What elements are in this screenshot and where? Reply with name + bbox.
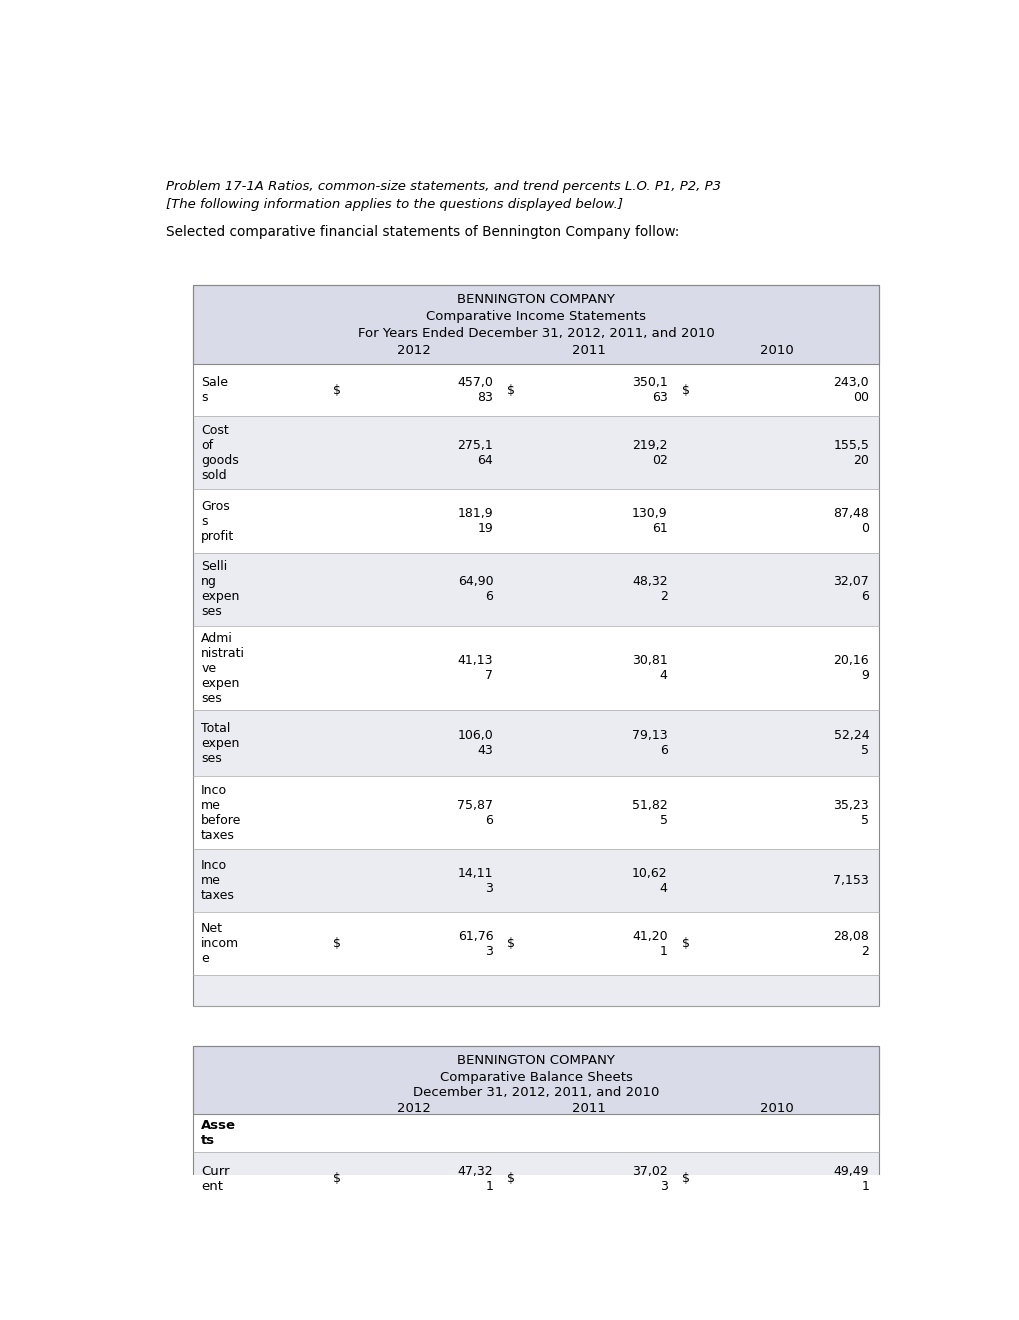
Text: 2011: 2011	[571, 1102, 605, 1114]
Text: Comparative Income Statements: Comparative Income Statements	[426, 310, 646, 323]
Bar	[194, 710, 878, 776]
Text: $: $	[506, 937, 515, 950]
Text: $: $	[332, 937, 340, 950]
Text: Total
expen
ses: Total expen ses	[201, 722, 239, 764]
Text: 350,1
63: 350,1 63	[632, 376, 667, 404]
Bar	[194, 776, 878, 849]
Text: Curr
ent: Curr ent	[201, 1164, 229, 1193]
Text: Comparative Balance Sheets: Comparative Balance Sheets	[439, 1071, 632, 1084]
Text: 181,9
19: 181,9 19	[458, 507, 493, 535]
Text: Problem 17-1A Ratios, common-size statements, and trend percents L.O. P1, P2, P3: Problem 17-1A Ratios, common-size statem…	[166, 180, 720, 193]
Text: 2010: 2010	[759, 345, 793, 356]
Bar	[194, 975, 878, 1006]
Text: 130,9
61: 130,9 61	[632, 507, 667, 535]
Text: 7,153: 7,153	[833, 874, 868, 887]
Text: 61,76
3: 61,76 3	[458, 929, 493, 958]
Text: 41,13
7: 41,13 7	[458, 655, 493, 682]
Bar	[194, 553, 878, 626]
Text: 75,87
6: 75,87 6	[457, 799, 493, 826]
Bar	[194, 912, 878, 975]
Bar	[194, 1114, 878, 1152]
Text: 457,0
83: 457,0 83	[457, 376, 493, 404]
Text: For Years Ended December 31, 2012, 2011, and 2010: For Years Ended December 31, 2012, 2011,…	[358, 327, 714, 341]
Text: 32,07
6: 32,07 6	[833, 576, 868, 603]
Bar	[194, 416, 878, 490]
Text: Inco
me
before
taxes: Inco me before taxes	[201, 784, 242, 842]
Text: 51,82
5: 51,82 5	[632, 799, 667, 826]
Text: 30,81
4: 30,81 4	[632, 655, 667, 682]
Bar	[194, 490, 878, 553]
Text: $: $	[332, 384, 340, 397]
Bar	[194, 1047, 878, 1205]
Text: 28,08
2: 28,08 2	[833, 929, 868, 958]
Bar	[194, 1047, 878, 1114]
Text: 106,0
43: 106,0 43	[458, 729, 493, 758]
Text: $: $	[332, 1172, 340, 1185]
Text: 2012: 2012	[397, 1102, 431, 1114]
Text: 20,16
9: 20,16 9	[833, 655, 868, 682]
Text: [The following information applies to the questions displayed below.]: [The following information applies to th…	[166, 198, 623, 211]
Text: Sale
s: Sale s	[201, 376, 228, 404]
Text: 47,32
1: 47,32 1	[458, 1164, 493, 1193]
Text: BENNINGTON COMPANY: BENNINGTON COMPANY	[457, 293, 614, 306]
Text: Gros
s
profit: Gros s profit	[201, 499, 234, 543]
Text: BENNINGTON COMPANY: BENNINGTON COMPANY	[457, 1053, 614, 1067]
Text: 41,20
1: 41,20 1	[632, 929, 667, 958]
Text: 37,02
3: 37,02 3	[632, 1164, 667, 1193]
Text: Selli
ng
expen
ses: Selli ng expen ses	[201, 560, 239, 618]
Text: Inco
me
taxes: Inco me taxes	[201, 859, 234, 902]
Text: $: $	[506, 1172, 515, 1185]
Text: 2011: 2011	[571, 345, 605, 356]
Bar	[194, 285, 878, 364]
Text: Net
incom
e: Net incom e	[201, 923, 239, 965]
Bar	[194, 1152, 878, 1205]
Text: Admi
nistrati
ve
expen
ses: Admi nistrati ve expen ses	[201, 632, 245, 705]
Bar	[194, 849, 878, 912]
Text: 79,13
6: 79,13 6	[632, 729, 667, 758]
Text: 49,49
1: 49,49 1	[833, 1164, 868, 1193]
Bar	[194, 626, 878, 710]
Text: 2012: 2012	[397, 345, 431, 356]
Text: Cost
of
goods
sold: Cost of goods sold	[201, 424, 238, 482]
Text: Asse
ts: Asse ts	[201, 1119, 235, 1147]
Text: December 31, 2012, 2011, and 2010: December 31, 2012, 2011, and 2010	[413, 1086, 659, 1100]
Text: 10,62
4: 10,62 4	[632, 867, 667, 895]
Text: 14,11
3: 14,11 3	[458, 867, 493, 895]
Text: $: $	[681, 384, 689, 397]
Text: 2010: 2010	[759, 1102, 793, 1114]
Bar	[194, 285, 878, 1006]
Bar	[194, 364, 878, 416]
Text: $: $	[681, 937, 689, 950]
Text: 64,90
6: 64,90 6	[458, 576, 493, 603]
Bar	[194, 285, 878, 364]
Text: Selected comparative financial statements of Bennington Company follow:: Selected comparative financial statement…	[166, 224, 679, 239]
Text: 243,0
00: 243,0 00	[833, 376, 868, 404]
Text: $: $	[681, 1172, 689, 1185]
Text: 275,1
64: 275,1 64	[458, 440, 493, 467]
Text: $: $	[506, 384, 515, 397]
Text: 219,2
02: 219,2 02	[632, 440, 667, 467]
Text: 52,24
5: 52,24 5	[833, 729, 868, 758]
Text: 87,48
0: 87,48 0	[833, 507, 868, 535]
Text: 155,5
20: 155,5 20	[833, 440, 868, 467]
Bar	[194, 1047, 878, 1114]
Text: 35,23
5: 35,23 5	[833, 799, 868, 826]
Text: 48,32
2: 48,32 2	[632, 576, 667, 603]
